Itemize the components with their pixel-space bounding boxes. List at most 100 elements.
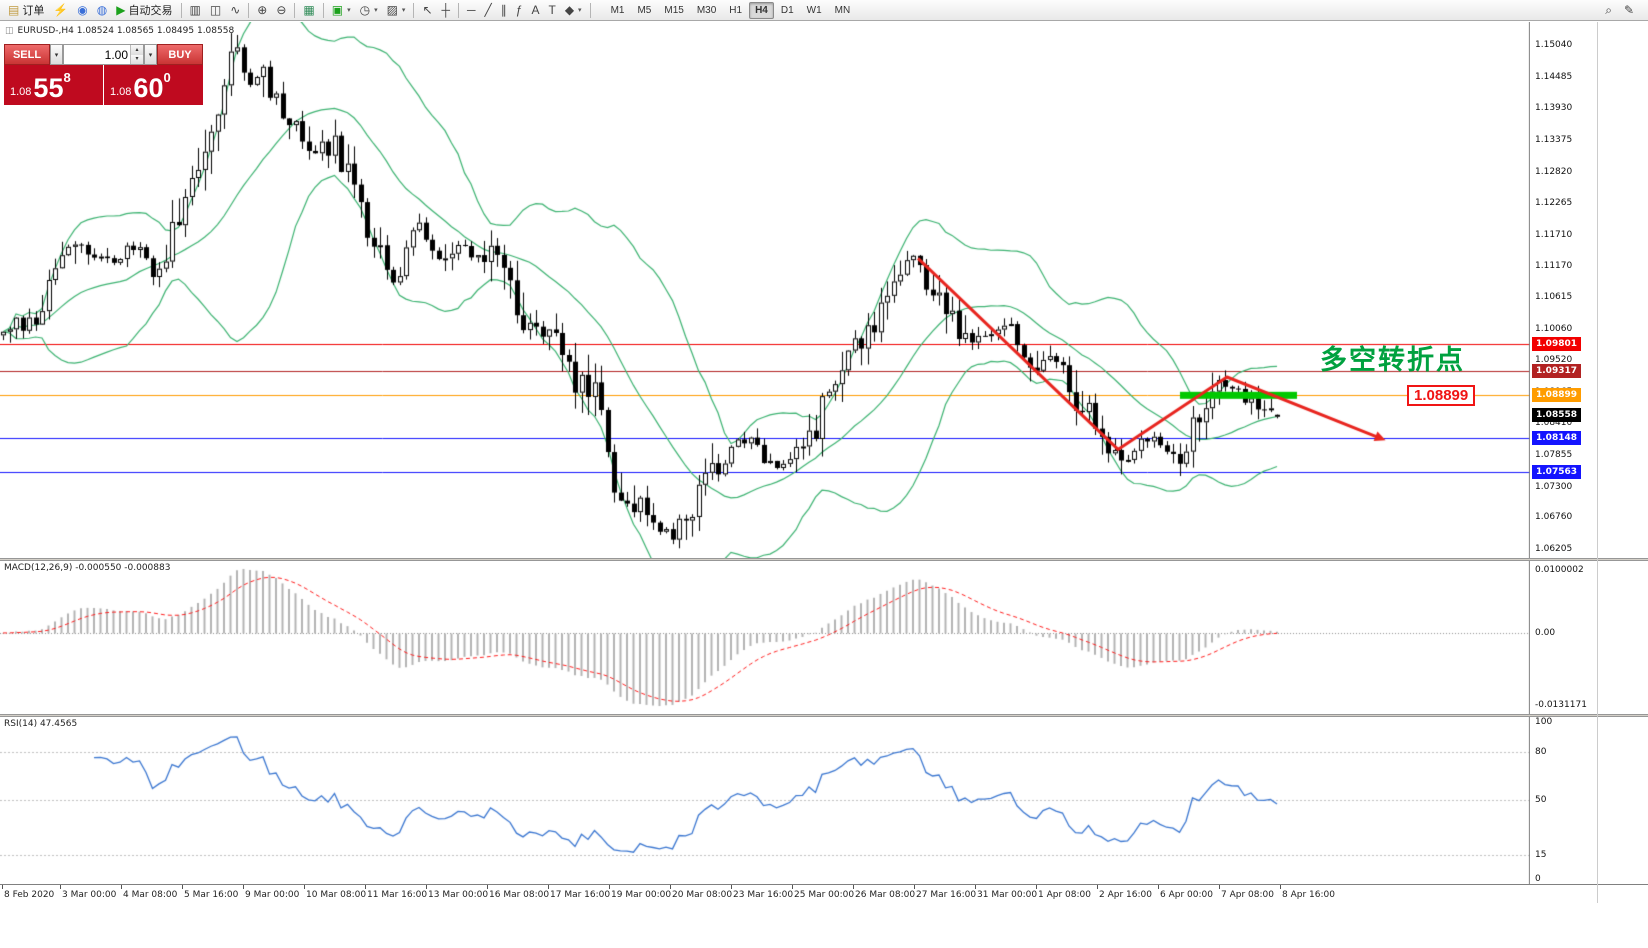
- time-axis-tick: [243, 885, 244, 889]
- crosshair-button[interactable]: ┼: [438, 0, 455, 20]
- trendline-button[interactable]: ╱: [481, 0, 496, 20]
- macd-panel: 0.0100002 0.00 -0.0131171 MACD(12,26,9) -0…: [0, 561, 1648, 714]
- buy-options-button[interactable]: ▾: [144, 44, 157, 65]
- toolbar-separator: [294, 2, 296, 18]
- time-axis-tick: [1219, 885, 1220, 889]
- sell-price-button[interactable]: 1.08 55 8: [4, 65, 103, 105]
- horizontal-line-button[interactable]: ─: [463, 0, 480, 20]
- sell-options-button[interactable]: ▾: [50, 44, 63, 65]
- text-label-icon: T: [548, 3, 556, 17]
- price-axis-label: 1.06205: [1535, 544, 1573, 554]
- macd-scale-max: 0.0100002: [1535, 565, 1584, 575]
- price-chart-canvas[interactable]: [0, 22, 1530, 558]
- time-axis-tick: [1036, 885, 1037, 889]
- cursor-button[interactable]: ↖: [418, 0, 436, 20]
- price-axis-label: 1.09520: [1535, 355, 1573, 365]
- price-axis-label: 1.12265: [1535, 198, 1573, 208]
- annotation-text: 多空转折点: [1320, 345, 1465, 375]
- time-axis-tick: [1280, 885, 1281, 889]
- new-chart-icon: ▣: [331, 3, 344, 17]
- fibonacci-icon: ƒ: [515, 3, 523, 17]
- panel-splitter[interactable]: [0, 558, 1648, 561]
- volume-down-button[interactable]: ▾: [131, 54, 143, 64]
- line-chart-button[interactable]: ∿: [226, 0, 244, 20]
- buy-price-button[interactable]: 1.08 60 0: [104, 65, 203, 105]
- macd-canvas[interactable]: [0, 561, 1530, 714]
- sell-price-prefix: 1.08: [10, 86, 32, 98]
- timeframe-m15-button[interactable]: M15: [664, 4, 684, 16]
- panel-splitter[interactable]: [0, 714, 1648, 717]
- time-axis[interactable]: 8 Feb 2020 3 Mar 00:00 4 Mar 08:00 5 Mar 16…: [0, 884, 1648, 903]
- equidistant-channel-button[interactable]: ∥: [497, 0, 511, 20]
- search-button[interactable]: ⌕: [1601, 0, 1616, 20]
- equidistant-channel-icon: ∥: [500, 3, 507, 17]
- templates-icon: ▨: [386, 3, 398, 17]
- new-order-button[interactable]: ▤ 订单: [4, 0, 48, 20]
- time-axis-label: 23 Mar 16:00: [733, 890, 794, 900]
- timeframe-w1-button[interactable]: W1: [806, 4, 822, 16]
- time-axis-tick: [1097, 885, 1098, 889]
- sell-button[interactable]: SELL: [4, 44, 50, 65]
- time-axis-label: 7 Apr 08:00: [1221, 890, 1274, 900]
- new-order-icon: ▤: [8, 3, 20, 17]
- time-axis-label: 19 Mar 00:00: [611, 890, 672, 900]
- level-price-tag: 1.07563: [1532, 465, 1581, 479]
- templates-button[interactable]: ▨ ▾: [383, 0, 410, 20]
- price-axis-label: 1.13930: [1535, 103, 1573, 113]
- timeframe-h1-button[interactable]: H1: [729, 4, 743, 16]
- auto-trading-button[interactable]: ▶ 自动交易: [112, 0, 176, 20]
- rsi-scale-label: 80: [1535, 747, 1547, 757]
- timeframe-mn-button[interactable]: MN: [834, 4, 851, 16]
- bars-chart-button[interactable]: ▥: [186, 0, 205, 20]
- text-button[interactable]: A: [527, 0, 543, 20]
- timeframe-h4-button[interactable]: H4: [749, 1, 774, 19]
- price-axis-label: 1.06760: [1535, 512, 1573, 522]
- cursor-icon: ↖: [422, 3, 433, 17]
- symbol-info-text: EURUSD-,H4 1.08524 1.08565 1.08495 1.085…: [17, 26, 235, 36]
- community-button[interactable]: ◍: [93, 0, 111, 20]
- time-axis-tick: [792, 885, 793, 889]
- time-axis-tick: [1158, 885, 1159, 889]
- volume-up-button[interactable]: ▴: [131, 45, 143, 55]
- time-axis-label: 20 Mar 08:00: [672, 890, 733, 900]
- timeframe-m30-button[interactable]: M30: [696, 4, 717, 16]
- time-axis-tick: [670, 885, 671, 889]
- time-axis-label: 25 Mar 00:00: [794, 890, 855, 900]
- time-axis-label: 31 Mar 00:00: [977, 890, 1038, 900]
- candles-chart-button[interactable]: ◫: [206, 0, 225, 20]
- rsi-canvas[interactable]: [0, 717, 1530, 884]
- level-price-tag: 1.09317: [1532, 364, 1581, 378]
- time-axis-label: 27 Mar 16:00: [916, 890, 977, 900]
- timeframe-d1-button[interactable]: D1: [780, 4, 794, 16]
- buy-button[interactable]: BUY: [157, 44, 203, 65]
- new-chart-button[interactable]: ▣ ▾: [328, 0, 355, 20]
- price-axis-label: 1.12820: [1535, 167, 1573, 177]
- shapes-button[interactable]: ◆ ▾: [561, 0, 586, 20]
- text-icon: A: [531, 3, 540, 17]
- zoom-in-icon: ⊕: [257, 3, 268, 17]
- macd-axis[interactable]: 0.0100002 0.00 -0.0131171: [1530, 561, 1648, 714]
- chevron-down-icon: ▾: [347, 7, 351, 14]
- text-label-button[interactable]: T: [544, 0, 559, 20]
- accounts-icon: ◉: [77, 3, 88, 17]
- tile-windows-button[interactable]: ▦: [299, 0, 318, 20]
- edit-button[interactable]: ✎: [1620, 0, 1638, 20]
- rsi-label: RSI(14) 47.4565: [4, 719, 78, 729]
- timeframe-m1-button[interactable]: M1: [610, 4, 625, 16]
- zoom-out-button[interactable]: ⊖: [272, 0, 290, 20]
- periods-button[interactable]: ◷ ▾: [356, 0, 382, 20]
- time-axis-label: 13 Mar 00:00: [428, 890, 489, 900]
- toolbar-separator: [589, 2, 591, 18]
- volume-input[interactable]: [64, 45, 130, 64]
- crosshair-icon: ┼: [441, 3, 451, 17]
- price-axis[interactable]: 1.15040 1.14485 1.13930 1.13375 1.12820 1.122…: [1530, 22, 1648, 558]
- zoom-in-button[interactable]: ⊕: [253, 0, 271, 20]
- buy-price-sup: 0: [163, 70, 171, 85]
- time-axis-label: 1 Apr 08:00: [1038, 890, 1091, 900]
- accounts-button[interactable]: ◉: [73, 0, 91, 20]
- rsi-axis[interactable]: 100 80 50 15 0: [1530, 717, 1648, 884]
- fibonacci-button[interactable]: ƒ: [512, 0, 527, 20]
- time-axis-label: 11 Mar 16:00: [367, 890, 428, 900]
- lightning-button[interactable]: ⚡: [49, 0, 72, 20]
- timeframe-m5-button[interactable]: M5: [637, 4, 652, 16]
